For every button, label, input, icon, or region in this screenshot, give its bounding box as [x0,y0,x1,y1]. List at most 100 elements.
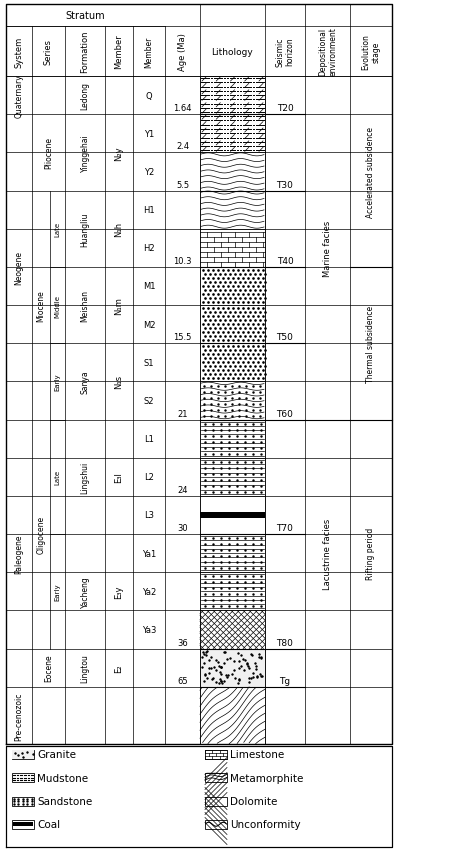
Bar [200,192,265,229]
Text: Pre-cenozoic: Pre-cenozoic [15,691,24,740]
Text: Metamorphite: Metamorphite [230,773,303,783]
Text: 5.5: 5.5 [176,181,189,189]
Text: S1: S1 [144,359,154,367]
Text: N₁s: N₁s [115,375,124,389]
Text: Late: Late [55,469,61,485]
Text: Lingtou: Lingtou [81,653,90,682]
Bar [200,382,265,420]
Bar [200,229,265,268]
Bar [200,420,265,458]
Text: T50: T50 [276,333,293,342]
Bar [200,649,265,687]
Bar [200,306,265,344]
Bar [200,497,265,534]
Bar [200,115,265,153]
Bar [200,611,265,649]
Text: Marine facies: Marine facies [323,221,332,277]
Bar [200,268,265,306]
Text: L3: L3 [144,511,154,520]
Bar [200,115,265,153]
Text: 15.5: 15.5 [173,333,191,342]
Text: Rifting period: Rifting period [366,527,375,579]
Bar [200,512,265,518]
Bar [200,458,265,497]
Text: H2: H2 [143,244,155,253]
Text: 21: 21 [177,409,188,418]
Text: Sandstone: Sandstone [37,796,92,806]
Text: Quaternary: Quaternary [15,74,24,118]
Bar [200,649,265,687]
Bar [200,153,265,192]
Text: 36: 36 [177,638,188,647]
Text: Eocene: Eocene [44,654,53,682]
Text: 1.64: 1.64 [173,104,192,113]
Text: T80: T80 [276,638,293,647]
Text: T60: T60 [276,409,293,418]
Bar [205,774,227,782]
Bar [205,750,227,759]
Text: Lacustrine facies: Lacustrine facies [323,518,332,589]
Text: Lithology: Lithology [211,48,254,56]
Text: 30: 30 [177,523,188,532]
Text: N₂y: N₂y [115,146,124,160]
Bar [200,534,265,573]
Text: 10.3: 10.3 [173,256,192,266]
Bar [200,687,265,744]
Text: Early: Early [55,583,61,601]
Text: Accelerated subsidence: Accelerated subsidence [366,127,375,217]
Bar [12,774,34,782]
Text: L1: L1 [144,435,154,444]
Text: N₁h: N₁h [115,222,124,237]
Text: Member: Member [145,37,154,67]
Text: Tg: Tg [280,676,291,685]
Text: E₃y: E₃y [115,584,124,598]
Text: Y2: Y2 [144,168,154,176]
Text: Yinggehai: Yinggehai [81,135,90,172]
Text: E₃l: E₃l [115,472,124,483]
Text: T30: T30 [276,181,293,189]
Text: Mudstone: Mudstone [37,773,88,783]
Bar [200,229,265,268]
Text: T70: T70 [276,523,293,532]
Text: System: System [15,37,24,67]
Bar [200,268,265,306]
Bar [200,344,265,382]
Text: Y1: Y1 [144,130,154,139]
Text: Unconformity: Unconformity [230,820,301,829]
Text: Age (Ma): Age (Ma) [178,33,187,71]
Text: 65: 65 [177,676,188,685]
Text: Granite: Granite [37,750,76,760]
Text: Formation: Formation [81,31,90,73]
Text: H1: H1 [143,206,155,215]
Text: M2: M2 [143,320,155,329]
Text: Limestone: Limestone [230,750,284,760]
Bar [12,820,34,829]
Text: Oligocene: Oligocene [36,515,46,554]
Text: Sanya: Sanya [81,370,90,394]
Text: Thermal subsidence: Thermal subsidence [366,305,375,383]
Text: Neogene: Neogene [15,250,24,285]
Text: Seismic
horizon: Seismic horizon [275,37,295,66]
Bar [200,649,265,687]
Bar [200,382,265,420]
Text: Depositional
environment: Depositional environment [318,27,337,77]
Text: Q: Q [146,91,152,101]
Bar [200,420,265,458]
Bar [205,797,227,805]
Text: Dolomite: Dolomite [230,796,277,806]
Text: Pliocene: Pliocene [44,137,53,170]
Text: T20: T20 [277,104,293,113]
Text: Yacheng: Yacheng [81,576,90,607]
Text: Member: Member [115,35,124,69]
Bar [200,192,265,229]
Text: M1: M1 [143,282,155,291]
Bar [200,77,265,115]
Text: Late: Late [55,222,61,237]
Text: Huangliu: Huangliu [81,212,90,246]
Bar [12,750,34,759]
Text: Coal: Coal [37,820,60,829]
Bar [205,820,227,829]
Bar [13,822,33,826]
Bar [12,797,34,805]
Text: Ya2: Ya2 [142,587,156,596]
